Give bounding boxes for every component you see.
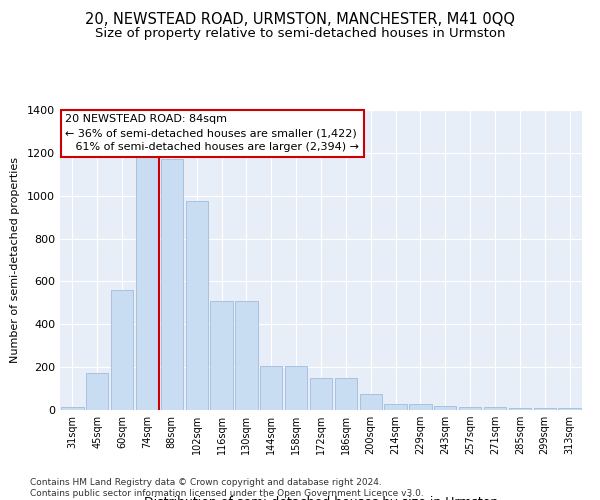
Bar xyxy=(86,372,109,410)
Text: 20, NEWSTEAD ROAD, URMSTON, MANCHESTER, M41 0QQ: 20, NEWSTEAD ROAD, URMSTON, MANCHESTER, … xyxy=(85,12,515,28)
Text: Contains HM Land Registry data © Crown copyright and database right 2024.
Contai: Contains HM Land Registry data © Crown c… xyxy=(30,478,424,498)
Bar xyxy=(211,300,233,410)
Bar xyxy=(335,378,357,410)
Bar xyxy=(559,408,581,410)
Y-axis label: Number of semi-detached properties: Number of semi-detached properties xyxy=(10,157,20,363)
Bar xyxy=(459,407,481,410)
Text: 20 NEWSTEAD ROAD: 84sqm
← 36% of semi-detached houses are smaller (1,422)
   61%: 20 NEWSTEAD ROAD: 84sqm ← 36% of semi-de… xyxy=(65,114,359,152)
Bar xyxy=(409,404,431,410)
Bar xyxy=(136,155,158,410)
Bar xyxy=(111,290,133,410)
Bar xyxy=(161,160,183,410)
Bar xyxy=(285,366,307,410)
Text: Size of property relative to semi-detached houses in Urmston: Size of property relative to semi-detach… xyxy=(95,28,505,40)
Bar xyxy=(310,378,332,410)
Bar xyxy=(385,404,407,410)
Bar xyxy=(359,394,382,410)
X-axis label: Distribution of semi-detached houses by size in Urmston: Distribution of semi-detached houses by … xyxy=(144,496,498,500)
Bar xyxy=(484,407,506,410)
Bar xyxy=(235,300,257,410)
Bar xyxy=(434,406,457,410)
Bar xyxy=(533,408,556,410)
Bar xyxy=(185,201,208,410)
Bar xyxy=(509,408,531,410)
Bar xyxy=(61,407,83,410)
Bar xyxy=(260,366,283,410)
